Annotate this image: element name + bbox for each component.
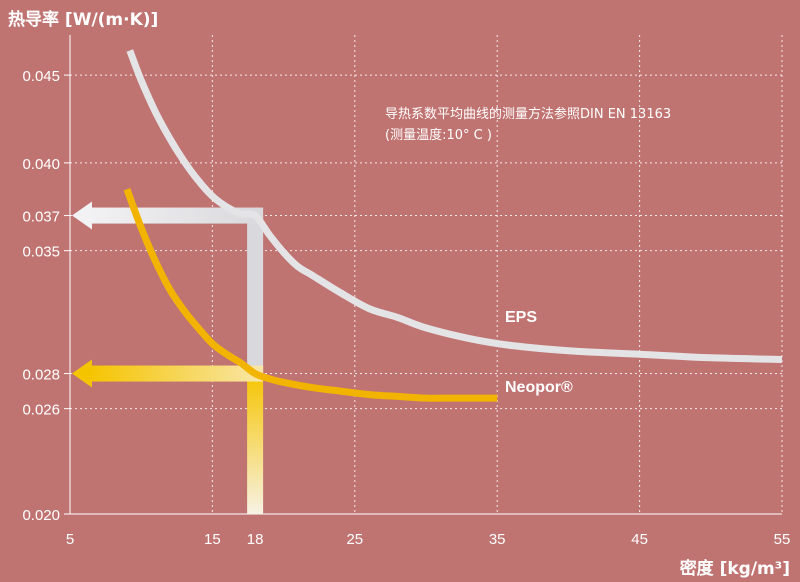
x-tick-label: 45 <box>631 531 648 548</box>
tick-labels: 5 15 18 25 35 45 55 0.020 0.026 0.028 0.035 0.037 0.… <box>22 68 790 548</box>
y-axis-label: 热导率 [W/(m·K)] <box>8 9 158 30</box>
x-tick-label: 5 <box>66 531 74 548</box>
eps-vertical-guide <box>247 215 264 374</box>
series <box>123 49 783 402</box>
grid <box>69 35 783 515</box>
series-label-neopor: Neopor® <box>505 379 573 396</box>
y-tick-label: 0.045 <box>22 68 60 85</box>
x-tick-label: 25 <box>346 531 363 548</box>
x-tick-label: 35 <box>489 531 506 548</box>
eps-arrowhead <box>72 201 92 230</box>
y-tick-label: 0.020 <box>22 507 60 524</box>
neopor-vertical-guide <box>247 373 264 514</box>
x-tick-label: 15 <box>204 531 221 548</box>
y-tick-label: 0.037 <box>22 209 60 226</box>
annotation-line-1: 导热系数平均曲线的测量方法参照DIN EN 13163 <box>385 106 671 122</box>
annotation-line-2: (测量温度:10° C ) <box>385 127 492 143</box>
eps-curve <box>126 49 783 363</box>
y-tick-label: 0.035 <box>22 244 60 261</box>
neopor-arrowhead <box>72 359 92 388</box>
y-tick-label: 0.040 <box>22 156 60 173</box>
x-tick-label: 55 <box>774 531 791 548</box>
series-label-eps: EPS <box>505 309 537 326</box>
y-tick-label: 0.026 <box>22 402 60 419</box>
neopor-curve <box>123 188 498 402</box>
x-axis-label: 密度 [kg/m³] <box>680 558 790 579</box>
x-tick-label: 18 <box>247 531 264 548</box>
neopor-horizontal-guide <box>88 365 264 382</box>
y-tick-label: 0.028 <box>22 367 60 384</box>
